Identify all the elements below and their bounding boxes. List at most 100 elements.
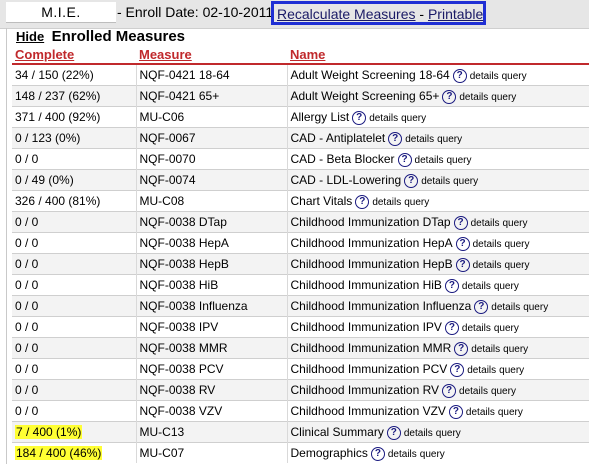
help-question-icon[interactable]: ? [388, 131, 403, 146]
help-question-icon[interactable]: ? [474, 299, 489, 314]
complete-value: 7 / 400 (1%) [15, 425, 83, 439]
column-header-name[interactable]: Name [287, 46, 589, 65]
details-link[interactable]: details [461, 322, 491, 334]
details-link[interactable]: details [461, 280, 491, 292]
details-link[interactable]: details [369, 112, 399, 124]
query-link[interactable]: query [502, 217, 528, 229]
help-question-icon[interactable]: ? [448, 404, 463, 419]
query-link[interactable]: query [490, 385, 516, 397]
help-question-icon[interactable]: ? [450, 362, 465, 377]
complete-value: 148 / 237 (62%) [15, 89, 101, 103]
details-link[interactable]: details [470, 217, 500, 229]
query-link[interactable]: query [504, 259, 530, 271]
help-question-icon[interactable]: ? [397, 152, 412, 167]
query-link[interactable]: query [446, 154, 472, 166]
help-question-icon[interactable]: ? [455, 236, 470, 251]
measure-name: CAD - Antiplatelet [290, 130, 386, 145]
measure-name: Chart Vitals [290, 193, 353, 208]
complete-cell: 0 / 49 (0%) [12, 169, 137, 191]
name-cell: Childhood Immunization RV? details query [287, 379, 589, 401]
name-cell: Childhood Immunization IPV? details query [287, 316, 589, 338]
query-link[interactable]: query [493, 280, 519, 292]
table-row: 0 / 0 NQF-0038 PCV Childhood Immunization … [12, 358, 589, 380]
details-link[interactable]: details [414, 154, 444, 166]
enroll-date: - Enroll Date: 02-10-2011 - [117, 4, 282, 20]
help-question-icon[interactable]: ? [452, 68, 467, 83]
complete-value: 326 / 400 (81%) [15, 194, 101, 208]
column-header-complete[interactable]: Complete [12, 46, 136, 65]
help-question-icon[interactable]: ? [370, 446, 385, 461]
details-link[interactable]: details [469, 70, 499, 82]
help-question-icon[interactable]: ? [444, 320, 459, 335]
measure-cell: NQF-0038 HepA [136, 232, 288, 254]
help-question-icon[interactable]: ? [444, 278, 459, 293]
details-link[interactable]: details [491, 301, 521, 313]
complete-value: 0 / 0 [15, 278, 39, 292]
complete-value: 0 / 0 [15, 236, 39, 250]
complete-value: 0 / 0 [15, 362, 39, 376]
name-cell: Childhood Immunization VZV? details query [287, 400, 589, 422]
query-link[interactable]: query [404, 196, 430, 208]
help-question-icon[interactable]: ? [442, 89, 457, 104]
query-link[interactable]: query [435, 427, 461, 439]
help-question-icon[interactable]: ? [455, 257, 470, 272]
hide-link[interactable]: Hide [16, 29, 45, 44]
query-link[interactable]: query [453, 175, 479, 187]
query-link[interactable]: query [437, 133, 463, 145]
details-link[interactable]: details [387, 448, 417, 460]
help-question-icon[interactable]: ? [442, 383, 457, 398]
details-link[interactable]: details [471, 343, 501, 355]
help-question-icon[interactable]: ? [352, 110, 367, 125]
details-link[interactable]: details [421, 175, 451, 187]
printable-link[interactable]: Printable [427, 6, 484, 22]
query-link[interactable]: query [504, 238, 530, 250]
complete-cell: 0 / 0 [12, 358, 137, 380]
complete-cell: 0 / 0 [12, 148, 137, 170]
query-link[interactable]: query [497, 406, 523, 418]
query-link[interactable]: query [401, 112, 427, 124]
help-question-icon[interactable]: ? [454, 341, 469, 356]
measure-name: Childhood Immunization RV [290, 382, 440, 397]
measure-cell: NQF-0038 Influenza [136, 295, 288, 317]
organization-name: M.I.E. [6, 2, 116, 23]
query-link[interactable]: query [523, 301, 549, 313]
query-link[interactable]: query [501, 70, 527, 82]
help-question-icon[interactable]: ? [404, 173, 419, 188]
details-link[interactable]: details [472, 259, 502, 271]
details-link[interactable]: details [472, 238, 502, 250]
measures-table: Complete Measure Name 34 / 150 (22%) NQF-… [12, 46, 589, 463]
details-link[interactable]: details [372, 196, 402, 208]
measure-cell: NQF-0038 HiB [136, 274, 288, 296]
query-link[interactable]: query [503, 343, 529, 355]
help-question-icon[interactable]: ? [355, 194, 370, 209]
help-question-icon[interactable]: ? [453, 215, 468, 230]
name-cell: Adult Weight Screening 65+? details query [287, 85, 589, 107]
query-link[interactable]: query [491, 91, 517, 103]
help-question-icon[interactable]: ? [386, 425, 401, 440]
measure-cell: NQF-0067 [136, 127, 288, 149]
name-cell: Childhood Immunization HepA? details query [287, 232, 589, 254]
complete-value: 0 / 0 [15, 383, 39, 397]
details-link[interactable]: details [459, 91, 489, 103]
recalculate-measures-link[interactable]: Recalculate Measures [277, 6, 416, 22]
details-link[interactable]: details [405, 133, 435, 145]
name-cell: Childhood Immunization PCV? details query [287, 358, 589, 380]
details-link[interactable]: details [459, 385, 488, 397]
measure-cell: NQF-0421 18-64 [136, 63, 288, 86]
enrolled-measures-section [6, 28, 589, 464]
link-separator: - [419, 6, 425, 22]
table-row: 7 / 400 (1%) MU-C13 Clinical Summary? detai… [12, 421, 589, 443]
measure-cell: NQF-0074 [136, 169, 288, 191]
column-header-measure[interactable]: Measure [136, 46, 287, 65]
table-row: 0 / 123 (0%) NQF-0067 CAD - Antiplatelet? d… [12, 127, 589, 149]
complete-cell: 0 / 0 [12, 253, 137, 275]
details-link[interactable]: details [465, 406, 495, 418]
query-link[interactable]: query [499, 364, 525, 376]
name-cell: CAD - Beta Blocker? details query [287, 148, 589, 170]
query-link[interactable]: query [419, 448, 445, 460]
complete-cell: 0 / 0 [12, 400, 137, 422]
details-link[interactable]: details [467, 364, 497, 376]
query-link[interactable]: query [493, 322, 519, 334]
table-row: 326 / 400 (81%) MU-C08 Chart Vitals? detail… [12, 190, 589, 212]
details-link[interactable]: details [403, 427, 433, 439]
